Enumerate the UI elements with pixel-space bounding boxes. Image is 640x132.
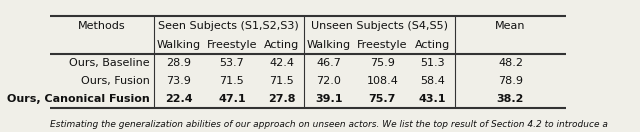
Text: 27.8: 27.8 <box>268 94 296 104</box>
Text: 71.5: 71.5 <box>269 76 294 86</box>
Text: Freestyle: Freestyle <box>207 40 257 50</box>
Text: 53.7: 53.7 <box>220 58 244 68</box>
Text: Acting: Acting <box>264 40 300 50</box>
Text: 75.9: 75.9 <box>370 58 395 68</box>
Text: 73.9: 73.9 <box>166 76 191 86</box>
Text: 71.5: 71.5 <box>220 76 244 86</box>
Text: 38.2: 38.2 <box>497 94 524 104</box>
Text: 46.7: 46.7 <box>317 58 341 68</box>
Text: Ours, Baseline: Ours, Baseline <box>69 58 150 68</box>
Text: 47.1: 47.1 <box>218 94 246 104</box>
Text: 22.4: 22.4 <box>165 94 193 104</box>
Text: Acting: Acting <box>415 40 451 50</box>
Text: 51.3: 51.3 <box>420 58 445 68</box>
Text: 75.7: 75.7 <box>369 94 396 104</box>
Text: 78.9: 78.9 <box>498 76 523 86</box>
Text: Walking: Walking <box>307 40 351 50</box>
Text: 48.2: 48.2 <box>498 58 523 68</box>
Text: 108.4: 108.4 <box>367 76 398 86</box>
Text: 43.1: 43.1 <box>419 94 447 104</box>
Text: 72.0: 72.0 <box>317 76 341 86</box>
Text: Walking: Walking <box>157 40 201 50</box>
Text: Unseen Subjects (S4,S5): Unseen Subjects (S4,S5) <box>311 21 448 31</box>
Text: 39.1: 39.1 <box>316 94 343 104</box>
Text: Estimating the generalization abilities of our approach on unseen actors. We lis: Estimating the generalization abilities … <box>50 120 607 129</box>
Text: Seen Subjects (S1,S2,S3): Seen Subjects (S1,S2,S3) <box>158 21 299 31</box>
Text: Ours, Canonical Fusion: Ours, Canonical Fusion <box>7 94 150 104</box>
Text: Ours, Fusion: Ours, Fusion <box>81 76 150 86</box>
Text: 58.4: 58.4 <box>420 76 445 86</box>
Text: Methods: Methods <box>78 21 125 31</box>
Text: 42.4: 42.4 <box>269 58 294 68</box>
Text: Mean: Mean <box>495 21 525 31</box>
Text: 28.9: 28.9 <box>166 58 191 68</box>
Text: Freestyle: Freestyle <box>357 40 408 50</box>
